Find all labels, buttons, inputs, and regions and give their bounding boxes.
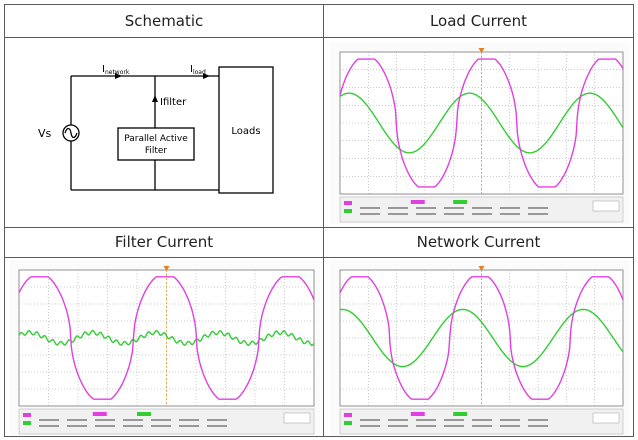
border-bottom <box>4 436 634 437</box>
row-divider <box>4 227 634 228</box>
load-current-scope <box>330 42 629 224</box>
filter-current-title: Filter Current <box>114 233 214 251</box>
border-top <box>4 4 634 5</box>
magenta-trace <box>18 276 315 400</box>
filter-current-scope <box>9 260 320 436</box>
trigger-marker <box>478 48 485 53</box>
ac-source-symbol <box>62 124 80 142</box>
network-arrow <box>115 73 122 79</box>
load-arrow <box>203 73 210 79</box>
measurement-panel <box>18 408 315 435</box>
border-right <box>633 4 634 437</box>
loads-box <box>218 66 274 194</box>
filter-box-line2: Filter <box>145 146 168 156</box>
trigger-marker <box>478 266 485 271</box>
schematic-title: Schematic <box>124 12 204 30</box>
filter-current-label: Ifilter <box>160 97 187 108</box>
magenta-trace <box>339 58 624 188</box>
filter-current-waveforms <box>18 266 315 435</box>
network-current-scope <box>330 260 629 436</box>
filter-box-line1: Parallel Active <box>124 134 188 144</box>
filter-arrow <box>152 95 158 102</box>
load-current-label: Iload <box>190 64 206 76</box>
source-label: Vs <box>38 127 52 140</box>
load-current-title: Load Current <box>429 12 528 30</box>
ac-source-wave <box>64 127 78 139</box>
network-current-label: Inetwork <box>102 64 130 76</box>
title-row2-rule <box>4 257 634 258</box>
measurement-panel <box>339 196 624 223</box>
green-trace <box>339 308 624 368</box>
filter-box <box>117 127 195 161</box>
load-current-waveforms <box>339 48 624 223</box>
network-current-waveforms <box>339 266 624 435</box>
border-left <box>4 4 5 437</box>
loads-label: Loads <box>231 126 260 137</box>
measurement-panel <box>339 408 624 435</box>
green-trace <box>18 329 315 347</box>
network-current-title: Network Current <box>416 233 541 251</box>
magenta-trace <box>339 276 624 400</box>
green-trace <box>339 92 624 154</box>
trigger-marker <box>163 266 170 271</box>
center-divider <box>323 4 324 437</box>
title-row1-rule <box>4 37 634 38</box>
schematic-diagram: Vs Inetwork Iload Ifilter Parallel Activ… <box>38 64 274 194</box>
